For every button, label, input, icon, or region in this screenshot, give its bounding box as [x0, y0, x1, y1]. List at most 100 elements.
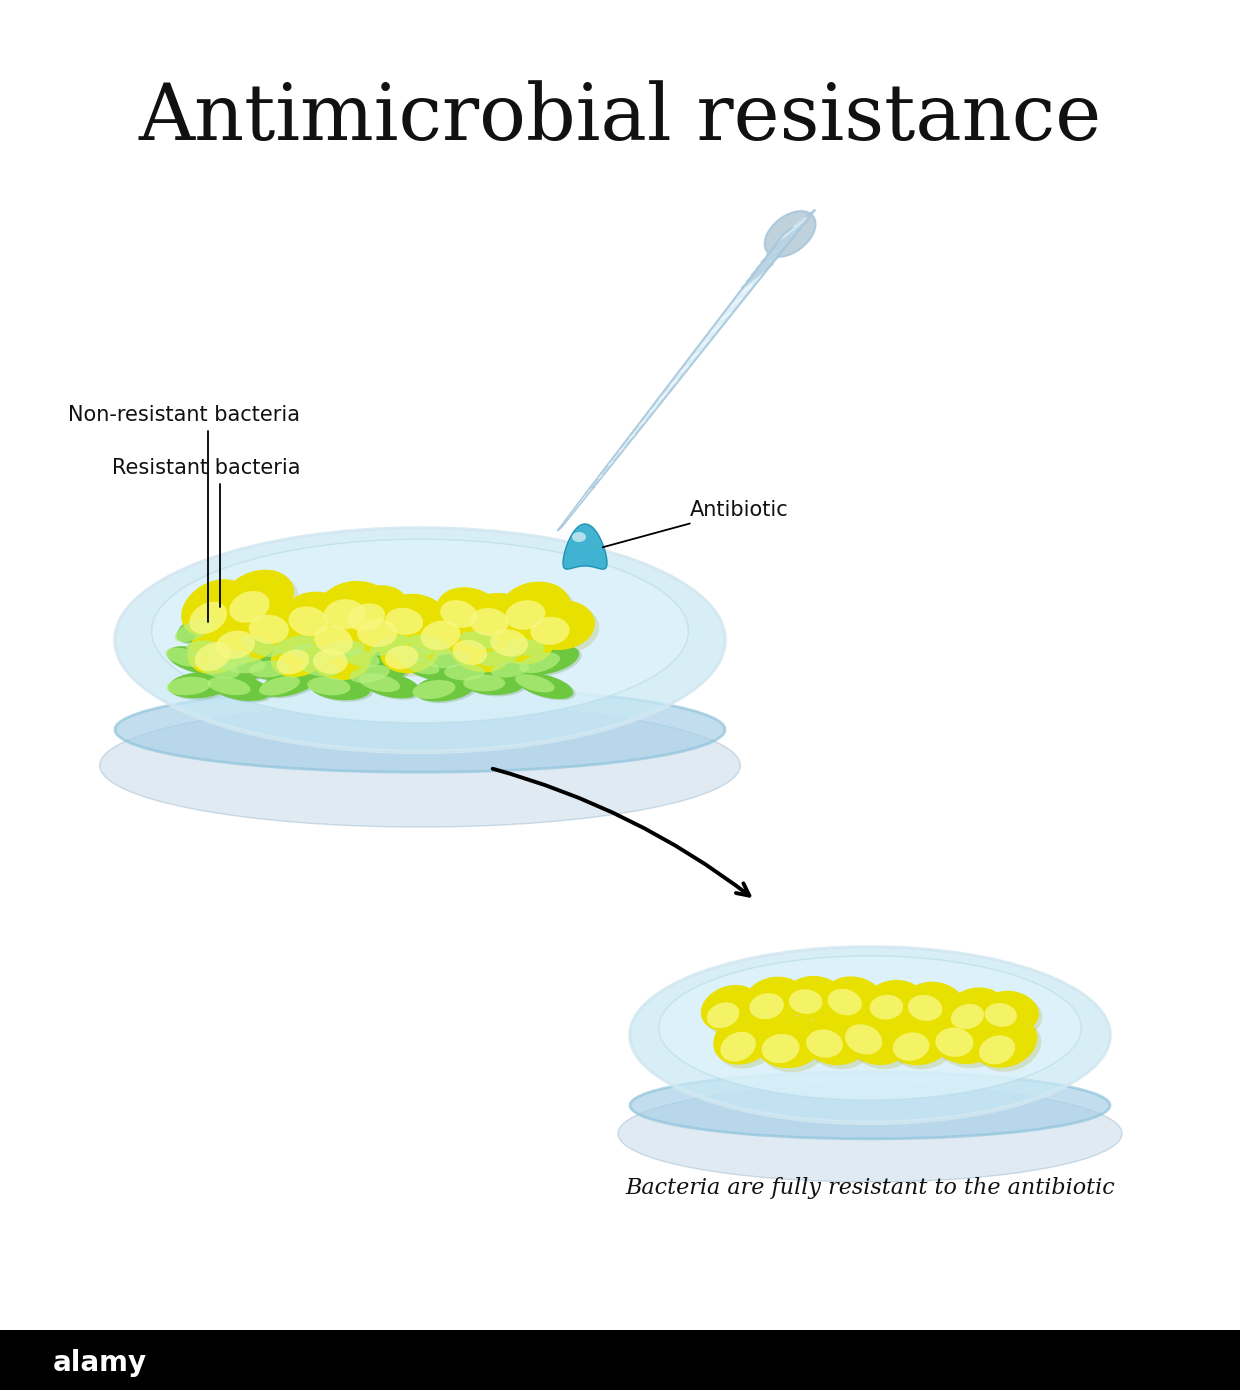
Ellipse shape	[789, 990, 822, 1013]
Ellipse shape	[244, 599, 316, 651]
Ellipse shape	[237, 595, 371, 628]
Ellipse shape	[842, 1011, 908, 1065]
Ellipse shape	[300, 660, 340, 677]
Ellipse shape	[436, 587, 503, 637]
Ellipse shape	[414, 602, 486, 655]
Ellipse shape	[977, 1020, 1042, 1072]
Ellipse shape	[341, 585, 408, 635]
Ellipse shape	[972, 1016, 1038, 1068]
Ellipse shape	[253, 657, 311, 681]
Ellipse shape	[479, 648, 520, 667]
Ellipse shape	[175, 617, 215, 642]
Ellipse shape	[503, 585, 575, 638]
Ellipse shape	[806, 1019, 872, 1069]
Ellipse shape	[495, 657, 551, 681]
Ellipse shape	[192, 626, 257, 678]
Ellipse shape	[351, 659, 409, 685]
Ellipse shape	[211, 613, 280, 663]
Ellipse shape	[381, 631, 440, 673]
Ellipse shape	[312, 639, 374, 684]
Ellipse shape	[309, 635, 371, 680]
Ellipse shape	[243, 635, 298, 664]
Ellipse shape	[713, 1012, 776, 1065]
Ellipse shape	[383, 634, 444, 677]
Text: Antimicrobial resistance: Antimicrobial resistance	[139, 81, 1101, 156]
Ellipse shape	[440, 600, 477, 628]
Ellipse shape	[249, 660, 290, 677]
Ellipse shape	[346, 589, 413, 638]
Ellipse shape	[701, 986, 759, 1031]
Ellipse shape	[357, 619, 397, 646]
Ellipse shape	[935, 1027, 973, 1056]
Ellipse shape	[294, 641, 356, 669]
Ellipse shape	[951, 1004, 985, 1029]
Bar	[0, 1330, 1240, 1390]
Ellipse shape	[985, 994, 1043, 1037]
Text: Non-resistant bacteria: Non-resistant bacteria	[68, 404, 300, 623]
Ellipse shape	[446, 660, 503, 684]
Ellipse shape	[410, 632, 470, 663]
Text: alamy: alamy	[53, 1350, 148, 1377]
Ellipse shape	[322, 585, 397, 639]
Ellipse shape	[284, 592, 356, 645]
Ellipse shape	[115, 528, 725, 752]
Ellipse shape	[413, 680, 455, 699]
Ellipse shape	[99, 703, 740, 827]
Ellipse shape	[908, 995, 942, 1020]
Ellipse shape	[749, 992, 784, 1019]
Ellipse shape	[241, 635, 279, 657]
Ellipse shape	[325, 635, 384, 660]
Ellipse shape	[370, 635, 410, 656]
Ellipse shape	[274, 637, 332, 681]
Ellipse shape	[449, 627, 511, 673]
Ellipse shape	[704, 988, 763, 1034]
Ellipse shape	[308, 677, 351, 695]
Ellipse shape	[386, 598, 453, 646]
Ellipse shape	[630, 1072, 1110, 1138]
Ellipse shape	[453, 639, 487, 664]
Ellipse shape	[506, 635, 564, 660]
Ellipse shape	[347, 603, 386, 631]
Ellipse shape	[270, 632, 329, 677]
Ellipse shape	[343, 648, 401, 674]
Ellipse shape	[223, 656, 265, 673]
Ellipse shape	[430, 645, 490, 670]
Ellipse shape	[785, 976, 844, 1020]
Ellipse shape	[828, 988, 862, 1015]
Ellipse shape	[981, 991, 1039, 1033]
Ellipse shape	[467, 673, 527, 696]
Ellipse shape	[310, 612, 379, 664]
Ellipse shape	[341, 646, 398, 673]
Ellipse shape	[481, 642, 539, 669]
Ellipse shape	[207, 651, 250, 670]
Ellipse shape	[866, 980, 925, 1024]
Ellipse shape	[224, 653, 285, 677]
Ellipse shape	[935, 1016, 1003, 1069]
Ellipse shape	[350, 664, 389, 682]
Ellipse shape	[470, 607, 508, 637]
Ellipse shape	[408, 635, 450, 656]
Ellipse shape	[195, 642, 231, 671]
Ellipse shape	[980, 1036, 1016, 1065]
Ellipse shape	[171, 673, 234, 699]
Ellipse shape	[985, 1004, 1017, 1027]
Ellipse shape	[115, 687, 725, 773]
Ellipse shape	[389, 645, 430, 663]
Ellipse shape	[324, 599, 365, 630]
Ellipse shape	[275, 628, 334, 656]
Ellipse shape	[429, 651, 470, 669]
Polygon shape	[587, 210, 815, 493]
Ellipse shape	[303, 659, 358, 681]
Ellipse shape	[361, 671, 419, 698]
Ellipse shape	[433, 646, 492, 671]
Ellipse shape	[464, 631, 521, 656]
Ellipse shape	[525, 600, 595, 651]
Ellipse shape	[324, 641, 365, 657]
Ellipse shape	[492, 656, 548, 680]
Ellipse shape	[210, 644, 270, 671]
Ellipse shape	[491, 662, 529, 677]
Ellipse shape	[250, 656, 309, 680]
Ellipse shape	[381, 594, 449, 642]
Ellipse shape	[356, 607, 428, 657]
Ellipse shape	[465, 671, 525, 695]
